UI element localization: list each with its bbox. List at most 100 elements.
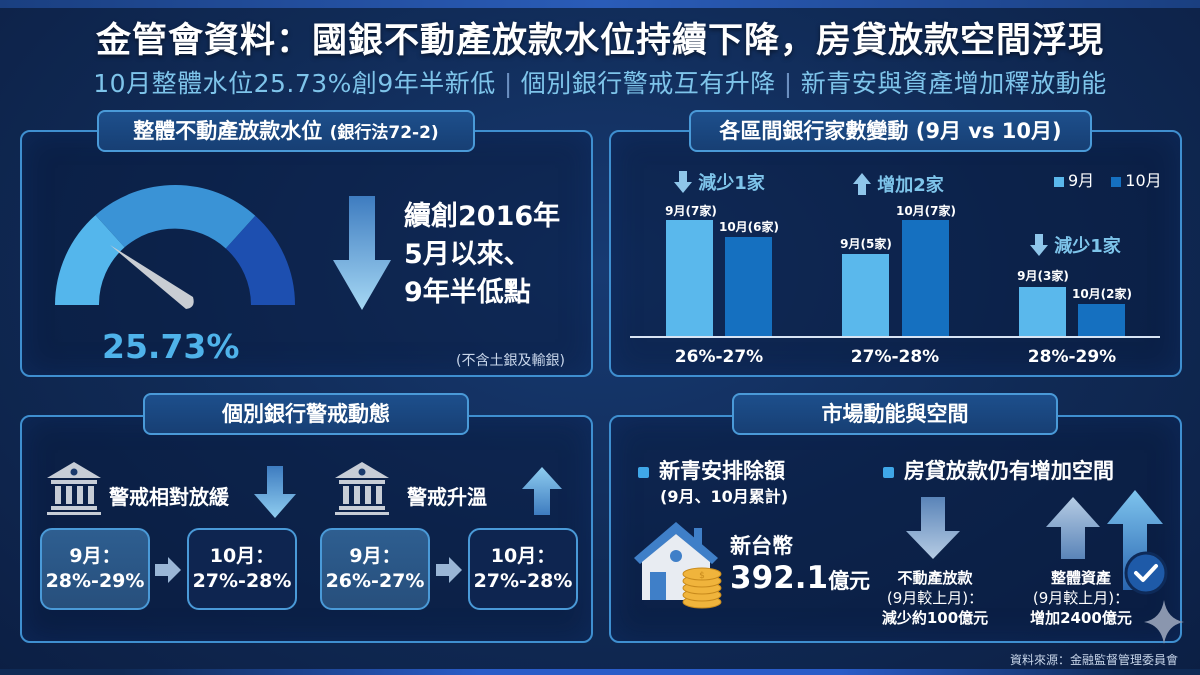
change-text: 增加2家 [877, 175, 944, 196]
page-title: 金管會資料：國銀不動產放款水位持續下降，房貸放款空間浮現 [95, 21, 1104, 61]
stat-line3: 增加2400億元 [1030, 609, 1132, 627]
bar-value-label: 10月(2家) [1071, 287, 1133, 301]
bullet-text: 房貸放款仍有增加空間 [904, 459, 1114, 483]
warning-group-label-1: 警戒相對放緩 [109, 485, 229, 509]
gauge-needle [110, 245, 194, 309]
svg-text:$: $ [699, 571, 705, 581]
x-axis-line [630, 336, 1160, 338]
bar-oct-27-28 [902, 220, 949, 336]
range-value: 27%-28% [192, 570, 292, 592]
bullet-youth-housing: 新青安排除額 [638, 455, 785, 485]
arrow-right-icon [436, 557, 462, 583]
amount-unit: 億元 [828, 569, 871, 593]
warning-panel-title: 個別銀行警戒動態 [143, 393, 469, 435]
category-label: 26%-27% [674, 347, 764, 367]
sparkle-icon [1144, 600, 1184, 644]
bullet-square-icon [638, 466, 649, 478]
amount-number: 392.1 [730, 560, 829, 596]
chart-legend: 9月 10月 [1054, 167, 1162, 191]
arrow-down-icon [333, 196, 391, 310]
subtitle-part-2: 個別銀行警戒互有升降 [520, 69, 776, 98]
stat-line1: 不動產放款 [897, 569, 973, 587]
bullet-sub: (9月、10月累計) [660, 487, 789, 506]
record-line-3: 9年半低點 [404, 277, 531, 308]
page-subtitle: 10月整體水位25.73%創9年半新低 | 個別銀行警戒互有升降 | 新青安與資產增加釋… [0, 64, 1200, 100]
bullet-square-icon [883, 466, 894, 478]
total-assets-stat: 整體資產 (9月較上月)： 增加2400億元 [1026, 568, 1136, 628]
bar-value-label: 10月(6家) [718, 220, 780, 234]
subtitle-part-1: 10月整體水位25.73%創9年半新低 [93, 69, 496, 98]
category-label: 28%-29% [1027, 347, 1117, 367]
legend-swatch-sep [1054, 176, 1064, 187]
gauge-panel-title-note: (銀行法72-2) [329, 123, 439, 143]
range-value: 26%-27% [325, 570, 425, 592]
subtitle-separator: | [783, 69, 793, 98]
bar-oct-26-27 [725, 237, 772, 336]
arrow-up-icon [1046, 497, 1100, 559]
bar-sep-27-28 [842, 254, 889, 336]
bottom-accent-strip [0, 669, 1200, 675]
change-text: 減少1家 [1054, 236, 1121, 257]
range-month: 10月： [209, 545, 275, 567]
legend-swatch-oct [1111, 176, 1122, 187]
legend-label-oct: 10月 [1125, 171, 1162, 190]
data-source: 資料來源：金融監督管理委員會 [1009, 653, 1178, 667]
arrow-up-large-icon [1107, 490, 1163, 590]
arrow-up-icon [522, 467, 562, 515]
bar-value-label: 9月(7家) [665, 204, 717, 218]
stat-line1: 整體資產 [1050, 569, 1111, 587]
market-panel-title: 市場動能與空間 [732, 393, 1058, 435]
bar-value-label: 10月(7家) [895, 204, 957, 218]
bar-value-label: 9月(3家) [1017, 269, 1069, 283]
arrow-down-icon [1030, 233, 1048, 261]
bank-icon [47, 462, 101, 515]
real-estate-loan-stat: 不動產放款 (9月較上月)： 減少約100億元 [880, 568, 990, 628]
arrow-down-icon [674, 170, 692, 198]
top-accent-strip [0, 0, 1200, 8]
gauge-value: 25.73% [102, 327, 240, 366]
arrow-down-icon [906, 497, 960, 559]
gauge-panel-title-text: 整體不動產放款水位 [133, 119, 323, 143]
legend-label-sep: 9月 [1068, 171, 1095, 190]
category-label: 27%-28% [850, 347, 940, 367]
bar-oct-28-29 [1078, 304, 1125, 336]
bullet-mortgage-room: 房貸放款仍有增加空間 [883, 455, 1114, 485]
range-box-sep: 9月： 26%-27% [320, 528, 430, 610]
subtitle-part-3: 新青安與資產增加釋放動能 [800, 69, 1107, 98]
change-annotation-3: 減少1家 [1030, 232, 1121, 261]
range-box-oct: 10月： 27%-28% [468, 528, 578, 610]
arrow-down-icon [254, 466, 296, 518]
range-value: 27%-28% [473, 570, 573, 592]
range-month: 10月： [490, 545, 556, 567]
change-text: 減少1家 [698, 173, 765, 194]
change-annotation-1: 減少1家 [674, 169, 765, 198]
range-month: 9月： [69, 545, 121, 567]
bar-chart-title: 各區間銀行家數變動 (9月 vs 10月) [689, 110, 1092, 152]
stat-line2: (9月較上月)： [1032, 589, 1130, 607]
change-annotation-2: 增加2家 [853, 171, 944, 200]
arrow-up-icon [853, 172, 871, 200]
stat-line2: (9月較上月)： [886, 589, 984, 607]
gauge-panel-title: 整體不動產放款水位 (銀行法72-2) [97, 110, 475, 152]
subtitle-separator: | [503, 69, 513, 98]
bar-sep-26-27 [666, 220, 713, 336]
exemption-amount: 392.1億元 [730, 560, 870, 596]
record-line-2: 5月以來、 [404, 239, 531, 270]
exclusion-note: (不含土銀及輸銀) [456, 353, 565, 369]
currency-label: 新台幣 [730, 534, 793, 558]
bar-value-label: 9月(5家) [840, 237, 892, 251]
gauge-icon [55, 184, 295, 309]
bar-sep-28-29 [1019, 287, 1066, 336]
bullet-text: 新青安排除額 [659, 459, 785, 483]
warning-group-label-2: 警戒升溫 [407, 485, 487, 509]
arrow-right-icon [155, 557, 181, 583]
check-circle-icon [1124, 551, 1168, 595]
range-month: 9月： [349, 545, 401, 567]
range-box-sep: 9月： 28%-29% [40, 528, 150, 610]
bank-icon [335, 462, 389, 515]
stat-line3: 減少約100億元 [881, 609, 989, 627]
range-box-oct: 10月： 27%-28% [187, 528, 297, 610]
house-with-coins-icon: $ [634, 522, 722, 609]
range-value: 28%-29% [45, 570, 145, 592]
record-low-text: 續創2016年 5月以來、 9年半低點 [404, 198, 560, 312]
